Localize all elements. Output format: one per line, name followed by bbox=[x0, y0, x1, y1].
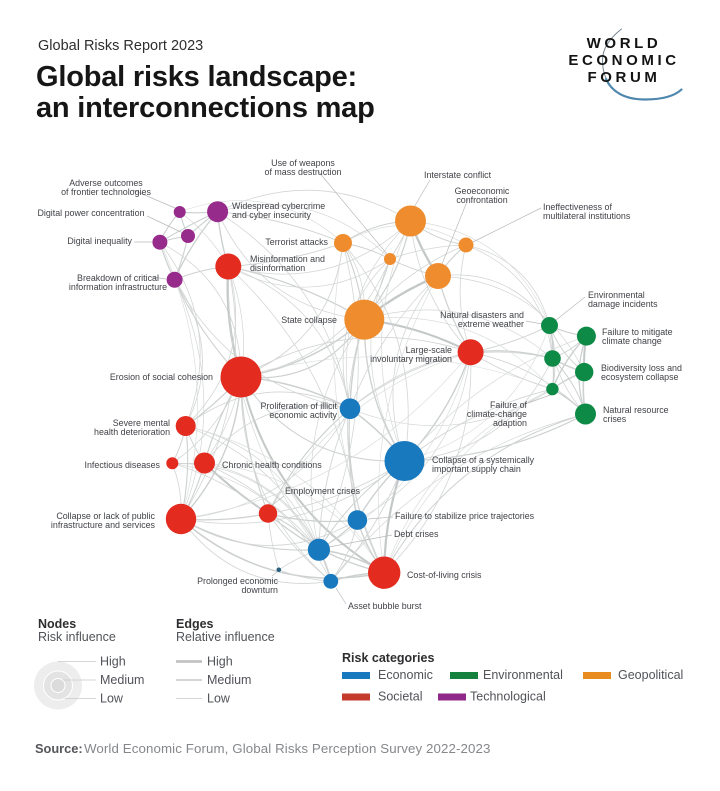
svg-text:confrontation: confrontation bbox=[456, 195, 507, 205]
svg-text:Misinformation and: Misinformation and bbox=[250, 254, 325, 264]
svg-text:Source:: Source: bbox=[35, 741, 83, 756]
svg-text:Proliferation of illicit: Proliferation of illicit bbox=[261, 401, 338, 411]
svg-text:High: High bbox=[207, 655, 233, 669]
svg-text:Digital inequality: Digital inequality bbox=[67, 236, 132, 246]
svg-text:Geopolitical: Geopolitical bbox=[618, 668, 683, 682]
svg-text:FORUM: FORUM bbox=[588, 69, 661, 86]
svg-text:Use of weapons: Use of weapons bbox=[271, 158, 335, 168]
svg-text:downturn: downturn bbox=[241, 585, 278, 595]
svg-text:health deterioration: health deterioration bbox=[94, 427, 170, 437]
svg-text:extreme weather: extreme weather bbox=[458, 319, 524, 329]
svg-text:Societal: Societal bbox=[378, 690, 422, 704]
svg-text:Environmental: Environmental bbox=[483, 668, 563, 682]
svg-text:World Economic Forum, Global R: World Economic Forum, Global Risks Perce… bbox=[84, 741, 491, 756]
svg-text:crises: crises bbox=[603, 414, 627, 424]
svg-text:Technological: Technological bbox=[470, 690, 546, 704]
svg-text:Terrorist attacks: Terrorist attacks bbox=[265, 237, 328, 247]
svg-text:Biodiversity loss and: Biodiversity loss and bbox=[601, 363, 682, 373]
svg-text:Prolonged economic: Prolonged economic bbox=[197, 576, 278, 586]
svg-text:Collapse or lack of public: Collapse or lack of public bbox=[56, 511, 155, 521]
svg-text:Medium: Medium bbox=[100, 673, 144, 687]
svg-text:economic activity: economic activity bbox=[269, 410, 337, 420]
svg-text:Risk categories: Risk categories bbox=[342, 651, 434, 665]
svg-text:of frontier technologies: of frontier technologies bbox=[61, 187, 151, 197]
svg-text:Erosion of social cohesion: Erosion of social cohesion bbox=[110, 372, 213, 382]
svg-text:Debt crises: Debt crises bbox=[394, 529, 439, 539]
svg-text:important supply chain: important supply chain bbox=[432, 464, 521, 474]
svg-text:and cyber insecurity: and cyber insecurity bbox=[232, 210, 311, 220]
svg-text:climate change: climate change bbox=[602, 336, 662, 346]
svg-text:Low: Low bbox=[100, 692, 124, 706]
svg-text:Interstate conflict: Interstate conflict bbox=[424, 170, 492, 180]
svg-text:Large-scale: Large-scale bbox=[406, 345, 452, 355]
svg-text:WORLD: WORLD bbox=[587, 35, 662, 52]
svg-text:of mass destruction: of mass destruction bbox=[265, 167, 342, 177]
svg-text:Nodes: Nodes bbox=[38, 617, 76, 631]
svg-text:Chronic health conditions: Chronic health conditions bbox=[222, 460, 322, 470]
svg-text:Severe mental: Severe mental bbox=[113, 418, 170, 428]
svg-text:Infectious diseases: Infectious diseases bbox=[85, 460, 161, 470]
svg-text:Environmental: Environmental bbox=[588, 290, 645, 300]
svg-text:Breakdown of critical: Breakdown of critical bbox=[77, 273, 159, 283]
svg-text:Cost-of-living crisis: Cost-of-living crisis bbox=[407, 570, 482, 580]
svg-text:information infrastructure: information infrastructure bbox=[69, 282, 167, 292]
svg-text:Edges: Edges bbox=[176, 617, 214, 631]
svg-text:Failure of: Failure of bbox=[490, 400, 528, 410]
svg-text:damage incidents: damage incidents bbox=[588, 299, 658, 309]
svg-text:Low: Low bbox=[207, 692, 231, 706]
svg-text:Asset bubble burst: Asset bubble burst bbox=[348, 601, 422, 611]
svg-text:climate-change: climate-change bbox=[467, 409, 527, 419]
svg-text:High: High bbox=[100, 655, 126, 669]
svg-text:Relative influence: Relative influence bbox=[176, 630, 275, 644]
svg-text:multilateral institutions: multilateral institutions bbox=[543, 211, 631, 221]
svg-text:Geoeconomic: Geoeconomic bbox=[455, 186, 510, 196]
svg-text:ecosystem collapse: ecosystem collapse bbox=[601, 372, 679, 382]
svg-text:Employment crises: Employment crises bbox=[285, 486, 361, 496]
svg-text:adaption: adaption bbox=[493, 418, 527, 428]
svg-text:Natural disasters and: Natural disasters and bbox=[440, 310, 524, 320]
svg-text:involuntary migration: involuntary migration bbox=[370, 354, 452, 364]
svg-text:Economic: Economic bbox=[378, 668, 433, 682]
svg-text:Failure to stabilize price tra: Failure to stabilize price trajectories bbox=[395, 511, 535, 521]
svg-text:Collapse of a systemically: Collapse of a systemically bbox=[432, 455, 535, 465]
svg-text:Medium: Medium bbox=[207, 673, 251, 687]
svg-text:Ineffectiveness of: Ineffectiveness of bbox=[543, 202, 612, 212]
svg-text:Risk influence: Risk influence bbox=[38, 630, 116, 644]
svg-text:disinformation: disinformation bbox=[250, 263, 305, 273]
svg-text:Natural resource: Natural resource bbox=[603, 405, 669, 415]
svg-text:State collapse: State collapse bbox=[281, 315, 337, 325]
svg-text:Widespread cybercrime: Widespread cybercrime bbox=[232, 201, 325, 211]
svg-text:ECONOMIC: ECONOMIC bbox=[568, 52, 679, 69]
svg-text:Adverse outcomes: Adverse outcomes bbox=[69, 178, 143, 188]
svg-text:infrastructure and services: infrastructure and services bbox=[51, 520, 156, 530]
svg-text:Failure to mitigate: Failure to mitigate bbox=[602, 327, 673, 337]
svg-text:Digital power concentration: Digital power concentration bbox=[37, 208, 144, 218]
